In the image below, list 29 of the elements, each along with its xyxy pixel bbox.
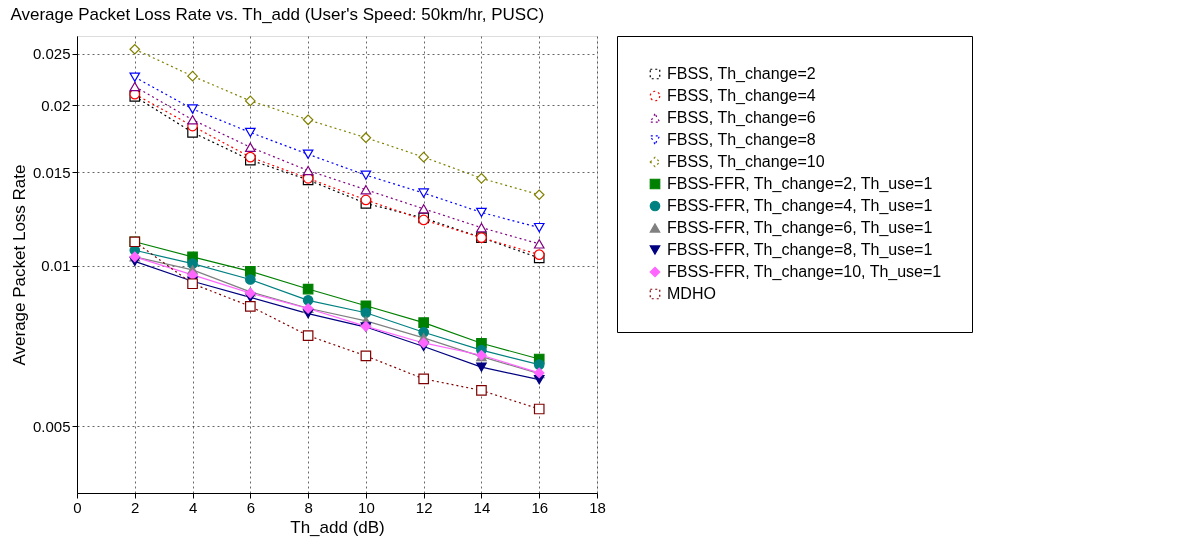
- x-tick-label: 10: [358, 498, 375, 516]
- legend-label: FBSS, Th_change=6: [667, 109, 816, 127]
- x-tick-label: 8: [304, 498, 313, 516]
- legend-label: FBSS-FFR, Th_change=4, Th_use=1: [667, 197, 933, 215]
- legend-label: FBSS-FFR, Th_change=8, Th_use=1: [667, 241, 933, 259]
- x-axis-title: Th_add (dB): [290, 517, 385, 537]
- x-tick-label: 16: [531, 498, 549, 516]
- y-tick-label: 0.015: [32, 163, 71, 181]
- legend-label: FBSS-FFR, Th_change=2, Th_use=1: [667, 175, 933, 193]
- x-tick-label: 2: [131, 498, 140, 516]
- legend-label: MDHO: [667, 285, 716, 302]
- legend-label: FBSS, Th_change=8: [667, 131, 816, 149]
- x-tick-label: 6: [246, 498, 256, 516]
- x-tick-label: 12: [415, 498, 433, 516]
- x-tick-label: 18: [589, 498, 606, 516]
- y-tick-label: 0.025: [32, 45, 71, 63]
- legend-label: FBSS, Th_change=10: [667, 153, 825, 171]
- legend-label: FBSS, Th_change=2: [667, 65, 816, 83]
- x-tick-label: 14: [473, 498, 491, 516]
- chart-title: Average Packet Loss Rate vs. Th_add (User's Speed: 50km/hr, PUSC): [10, 4, 545, 24]
- legend-label: FBSS-FFR, Th_change=6, Th_use=1: [667, 219, 933, 237]
- legend-label: FBSS-FFR, Th_change=10, Th_use=1: [667, 263, 942, 281]
- y-axis-title: Average Packet Loss Rate: [9, 164, 29, 366]
- y-tick-label: 0.01: [41, 257, 71, 275]
- y-tick-label: 0.02: [41, 96, 71, 114]
- legend-label: FBSS, Th_change=4: [667, 87, 816, 105]
- y-tick-label: 0.005: [32, 417, 71, 435]
- x-tick-label: 4: [188, 498, 198, 516]
- x-tick-label: 0: [73, 498, 82, 516]
